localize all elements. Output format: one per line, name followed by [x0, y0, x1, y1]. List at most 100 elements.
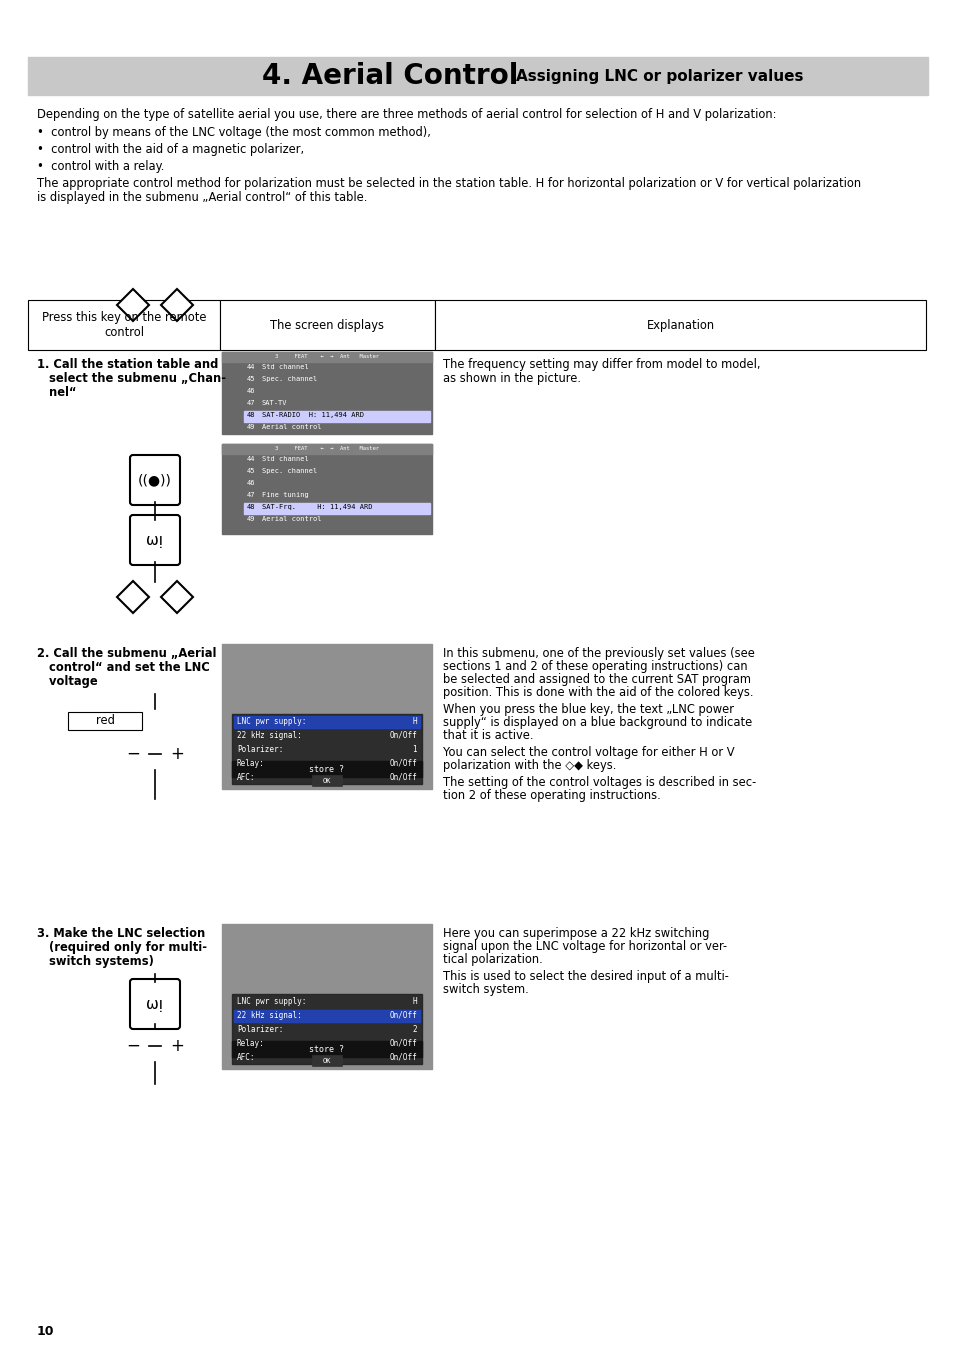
Text: Aerial control: Aerial control — [262, 516, 321, 521]
Text: Explanation: Explanation — [646, 319, 714, 331]
Bar — [222, 924, 432, 1069]
Text: 2: 2 — [412, 1025, 416, 1034]
Text: Spec. channel: Spec. channel — [262, 376, 317, 382]
Text: 4. Aerial Control: 4. Aerial Control — [261, 62, 517, 91]
Text: Std channel: Std channel — [262, 457, 309, 462]
Text: +: + — [170, 744, 184, 763]
Text: Polarizer:: Polarizer: — [236, 1025, 283, 1034]
Bar — [312, 1055, 341, 1066]
Bar — [232, 994, 421, 1065]
Text: switch system.: switch system. — [442, 984, 528, 996]
FancyBboxPatch shape — [130, 515, 180, 565]
Text: supply“ is displayed on a blue background to indicate: supply“ is displayed on a blue backgroun… — [442, 716, 752, 730]
Text: ((●)): ((●)) — [138, 473, 172, 486]
Text: that it is active.: that it is active. — [442, 730, 533, 742]
Bar — [68, 712, 142, 730]
Bar — [232, 761, 421, 777]
Bar — [435, 300, 925, 350]
Text: OK: OK — [322, 1058, 331, 1065]
Text: Depending on the type of satellite aerial you use, there are three methods of ae: Depending on the type of satellite aeria… — [37, 108, 776, 122]
Text: Relay:: Relay: — [236, 759, 265, 767]
Text: as shown in the picture.: as shown in the picture. — [442, 372, 580, 385]
Text: 44: 44 — [247, 363, 255, 370]
Text: On/Off: On/Off — [389, 1011, 416, 1020]
Text: signal upon the LNC voltage for horizontal or ver-: signal upon the LNC voltage for horizont… — [442, 940, 726, 952]
Text: AFC:: AFC: — [236, 1052, 255, 1062]
Text: 10: 10 — [37, 1325, 54, 1337]
Text: This is used to select the desired input of a multi-: This is used to select the desired input… — [442, 970, 728, 984]
Bar — [220, 300, 435, 350]
Text: 2. Call the submenu „Aerial: 2. Call the submenu „Aerial — [37, 647, 216, 661]
Text: On/Off: On/Off — [389, 731, 416, 740]
Text: AFC:: AFC: — [236, 773, 255, 782]
Bar — [312, 775, 341, 786]
Text: 48: 48 — [247, 504, 255, 509]
Text: The appropriate control method for polarization must be selected in the station : The appropriate control method for polar… — [37, 177, 861, 190]
Text: 47: 47 — [247, 492, 255, 499]
Text: Fine tuning: Fine tuning — [262, 492, 309, 499]
Text: tical polarization.: tical polarization. — [442, 952, 542, 966]
Bar — [244, 503, 430, 513]
Text: Relay:: Relay: — [236, 1039, 265, 1048]
Text: 1: 1 — [412, 744, 416, 754]
Text: H: H — [412, 717, 416, 725]
Text: 22 kHz signal:: 22 kHz signal: — [236, 1011, 301, 1020]
Text: LNC pwr supply:: LNC pwr supply: — [236, 717, 306, 725]
Text: Here you can superimpose a 22 kHz switching: Here you can superimpose a 22 kHz switch… — [442, 927, 709, 940]
Text: •  control with a relay.: • control with a relay. — [37, 159, 164, 173]
Text: store ?: store ? — [309, 1044, 344, 1054]
Text: SAT-RADIO  H: 11,494 ARD: SAT-RADIO H: 11,494 ARD — [262, 412, 364, 417]
Bar — [222, 444, 432, 534]
FancyBboxPatch shape — [130, 455, 180, 505]
Bar — [233, 716, 419, 728]
Text: 46: 46 — [247, 480, 255, 486]
Bar — [28, 300, 220, 350]
Text: control“ and set the LNC: control“ and set the LNC — [37, 661, 210, 674]
Text: select the submenu „Chan-: select the submenu „Chan- — [37, 372, 226, 385]
Text: is displayed in the submenu „Aerial control“ of this table.: is displayed in the submenu „Aerial cont… — [37, 190, 367, 204]
Text: The frequency setting may differ from model to model,: The frequency setting may differ from mo… — [442, 358, 760, 372]
Text: 46: 46 — [247, 388, 255, 394]
Text: OK: OK — [322, 778, 331, 784]
Text: 45: 45 — [247, 467, 255, 474]
Text: When you press the blue key, the text „LNC power: When you press the blue key, the text „L… — [442, 703, 733, 716]
FancyBboxPatch shape — [130, 979, 180, 1029]
Text: H: H — [412, 997, 416, 1006]
Polygon shape — [161, 581, 193, 613]
Text: SAT-TV: SAT-TV — [262, 400, 287, 407]
Text: polarization with the ◇◆ keys.: polarization with the ◇◆ keys. — [442, 759, 616, 771]
Text: The setting of the control voltages is described in sec-: The setting of the control voltages is d… — [442, 775, 756, 789]
Bar — [244, 411, 430, 422]
Text: The screen displays: The screen displays — [271, 319, 384, 331]
Bar — [222, 444, 432, 454]
Text: position. This is done with the aid of the colored keys.: position. This is done with the aid of t… — [442, 686, 753, 698]
Polygon shape — [117, 289, 149, 322]
Text: 3     FEAT    ←  →  Ant   Master: 3 FEAT ← → Ant Master — [274, 446, 378, 451]
Text: red: red — [95, 715, 114, 727]
Text: 47: 47 — [247, 400, 255, 407]
Text: ωᴉ: ωᴉ — [147, 532, 163, 547]
Bar — [233, 1011, 419, 1021]
Text: sections 1 and 2 of these operating instructions) can: sections 1 and 2 of these operating inst… — [442, 661, 747, 673]
Text: 3. Make the LNC selection: 3. Make the LNC selection — [37, 927, 205, 940]
Text: −: − — [126, 1038, 140, 1055]
Polygon shape — [117, 581, 149, 613]
Text: 22 kHz signal:: 22 kHz signal: — [236, 731, 301, 740]
Text: switch systems): switch systems) — [37, 955, 153, 969]
Text: LNC pwr supply:: LNC pwr supply: — [236, 997, 306, 1006]
Text: SAT-Frq.     H: 11,494 ARD: SAT-Frq. H: 11,494 ARD — [262, 504, 372, 509]
Text: Aerial control: Aerial control — [262, 424, 321, 430]
Text: In this submenu, one of the previously set values (see: In this submenu, one of the previously s… — [442, 647, 754, 661]
Text: be selected and assigned to the current SAT program: be selected and assigned to the current … — [442, 673, 750, 686]
Text: +: + — [170, 1038, 184, 1055]
Bar — [222, 644, 432, 789]
Text: −: − — [126, 744, 140, 763]
Text: 45: 45 — [247, 376, 255, 382]
Text: voltage: voltage — [37, 676, 97, 688]
Text: Polarizer:: Polarizer: — [236, 744, 283, 754]
Text: •  control by means of the LNC voltage (the most common method),: • control by means of the LNC voltage (t… — [37, 126, 431, 139]
Text: On/Off: On/Off — [389, 759, 416, 767]
Text: 1. Call the station table and: 1. Call the station table and — [37, 358, 218, 372]
Bar — [28, 57, 927, 95]
Polygon shape — [161, 289, 193, 322]
